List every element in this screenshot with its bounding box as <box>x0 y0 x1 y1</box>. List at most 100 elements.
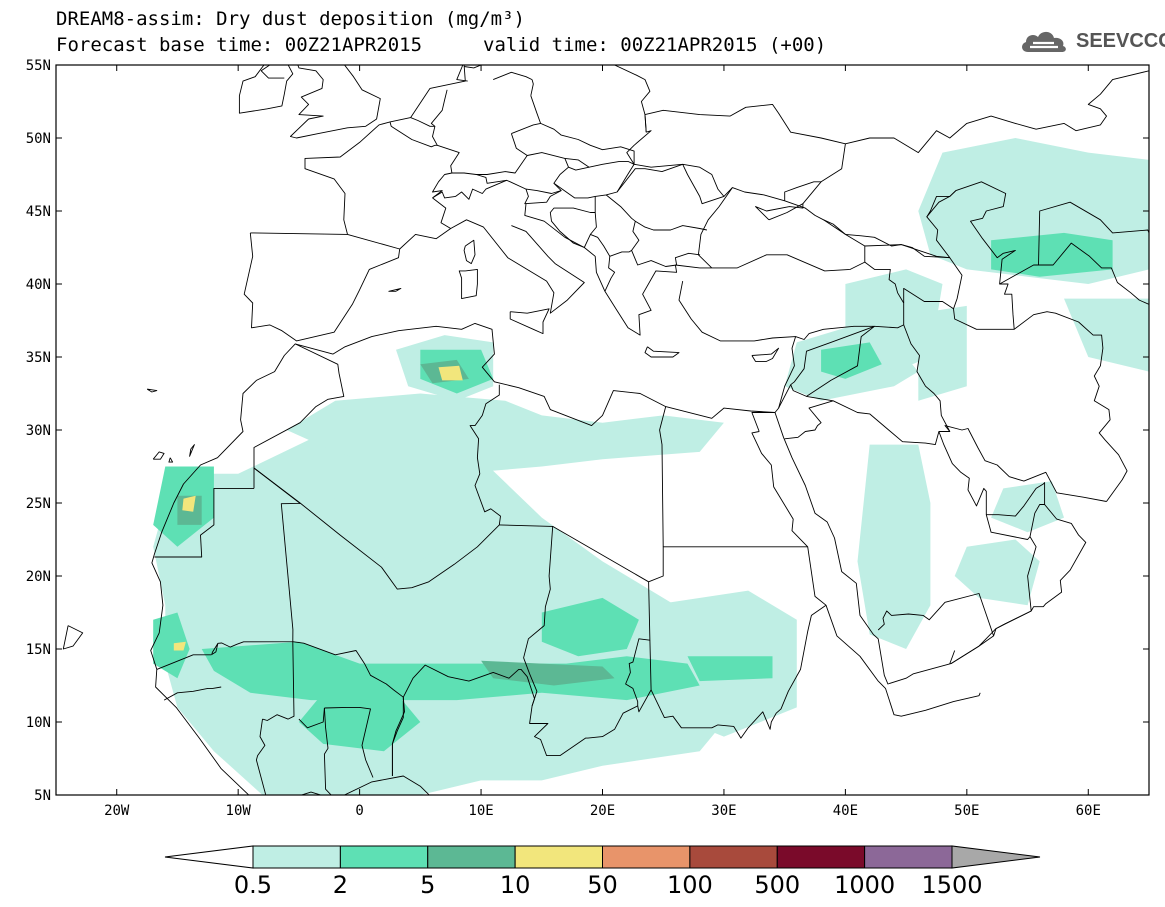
deposition-region <box>821 342 882 379</box>
colorbar-segment <box>602 845 691 869</box>
x-tick-label: 10E <box>468 803 493 819</box>
border-line <box>262 641 295 721</box>
border-line <box>524 188 529 204</box>
border-line <box>751 431 981 717</box>
border-line <box>697 187 866 272</box>
colorbar-label: 0.5 <box>234 871 272 899</box>
deposition-region <box>1064 298 1149 372</box>
forecast-times: Forecast base time: 00Z21APR2015 valid ti… <box>56 34 826 56</box>
border-line <box>499 524 651 757</box>
border-line <box>154 487 254 558</box>
border-line <box>823 219 846 235</box>
border-line <box>463 239 476 265</box>
border-line <box>901 244 950 259</box>
valid-time: valid time: 00Z21APR2015 (+00) <box>483 34 827 56</box>
deposition-region <box>687 656 773 682</box>
border-line <box>644 103 846 183</box>
deposition-region <box>173 641 186 651</box>
border-line <box>168 457 174 463</box>
border-line <box>388 287 402 292</box>
deposition-region <box>541 597 639 657</box>
border-line <box>432 197 451 229</box>
y-tick-label: 10N <box>26 715 51 731</box>
border-line <box>464 65 482 69</box>
border-line <box>292 641 404 776</box>
deposition-region <box>201 641 700 701</box>
colorbar-label: 5 <box>420 871 435 899</box>
border-line <box>509 308 550 335</box>
border-line <box>903 324 951 432</box>
y-tick-label: 15N <box>26 642 51 658</box>
x-tick-label: 30E <box>711 803 736 819</box>
colorbar-segment <box>427 845 516 869</box>
map-title: DREAM8-assim: Dry dust deposition (mg/m³… <box>56 8 525 30</box>
border-line <box>524 203 712 336</box>
border-line <box>399 219 585 314</box>
border-line <box>298 707 325 729</box>
y-tick-label: 20N <box>26 569 51 585</box>
border-line <box>659 406 667 547</box>
border-line <box>845 233 902 247</box>
border-line <box>260 65 285 79</box>
colorbar-over <box>951 845 1041 869</box>
y-tick-label: 5N <box>34 788 51 804</box>
y-tick-label: 50N <box>26 131 51 147</box>
border-line <box>1013 311 1128 502</box>
border-line <box>511 122 541 135</box>
y-tick-label: 30N <box>26 423 51 439</box>
y-tick-label: 45N <box>26 204 51 220</box>
border-line <box>1029 504 1045 537</box>
border-line <box>62 625 84 650</box>
y-tick-label: 25N <box>26 496 51 512</box>
border-line <box>553 164 635 199</box>
y-tick-label: 35N <box>26 350 51 366</box>
border-line <box>530 79 534 96</box>
border-line <box>432 172 452 199</box>
border-line <box>845 70 1149 154</box>
border-line <box>152 451 165 460</box>
colorbar-label: 2 <box>333 871 348 899</box>
colorbar-segment <box>689 845 778 869</box>
border-line <box>530 95 635 165</box>
border-line <box>289 65 381 139</box>
colorbar-label: 1500 <box>921 871 982 899</box>
border-line <box>605 194 707 231</box>
border-line <box>650 604 827 739</box>
deposition-region <box>481 660 615 686</box>
deposition-region <box>991 232 1113 277</box>
border-line <box>323 707 332 795</box>
border-line <box>430 89 528 175</box>
x-tick-label: 20E <box>590 803 615 819</box>
deposition-region <box>438 365 463 381</box>
deposition-region <box>298 692 421 752</box>
border-line <box>634 163 725 205</box>
border-line <box>926 190 957 218</box>
deposition-region <box>298 495 457 562</box>
border-line <box>644 346 680 358</box>
x-axis: 20W 10W 0 10E 20E 30E 40E 50E 60E <box>104 65 1101 819</box>
border-line <box>950 610 1032 664</box>
base-time: Forecast base time: 00Z21APR2015 <box>56 34 423 56</box>
border-line <box>150 281 797 795</box>
y-axis: 55N 50N 45N 40N 35N 30N 25N 20N 15N 10N 5N <box>26 58 1149 804</box>
colorbar-label: 1000 <box>834 871 895 899</box>
border-line <box>790 325 875 397</box>
colorbar-under <box>164 845 254 869</box>
colorbar-label: 50 <box>587 871 618 899</box>
border-line <box>238 65 294 114</box>
x-tick-label: 50E <box>954 803 979 819</box>
border-line <box>156 654 212 670</box>
border-line <box>604 250 632 292</box>
x-tick-label: 0 <box>355 803 363 819</box>
seevccc-logo: SEEVCCC <box>1018 26 1165 56</box>
border-line <box>476 152 569 194</box>
border-line <box>549 207 597 248</box>
border-line <box>255 719 267 795</box>
border-line <box>877 593 995 637</box>
border-line <box>389 121 436 148</box>
border-line <box>999 201 1149 285</box>
colorbar-label: 500 <box>754 871 800 899</box>
border-line <box>324 706 374 778</box>
deposition-region <box>286 393 724 474</box>
